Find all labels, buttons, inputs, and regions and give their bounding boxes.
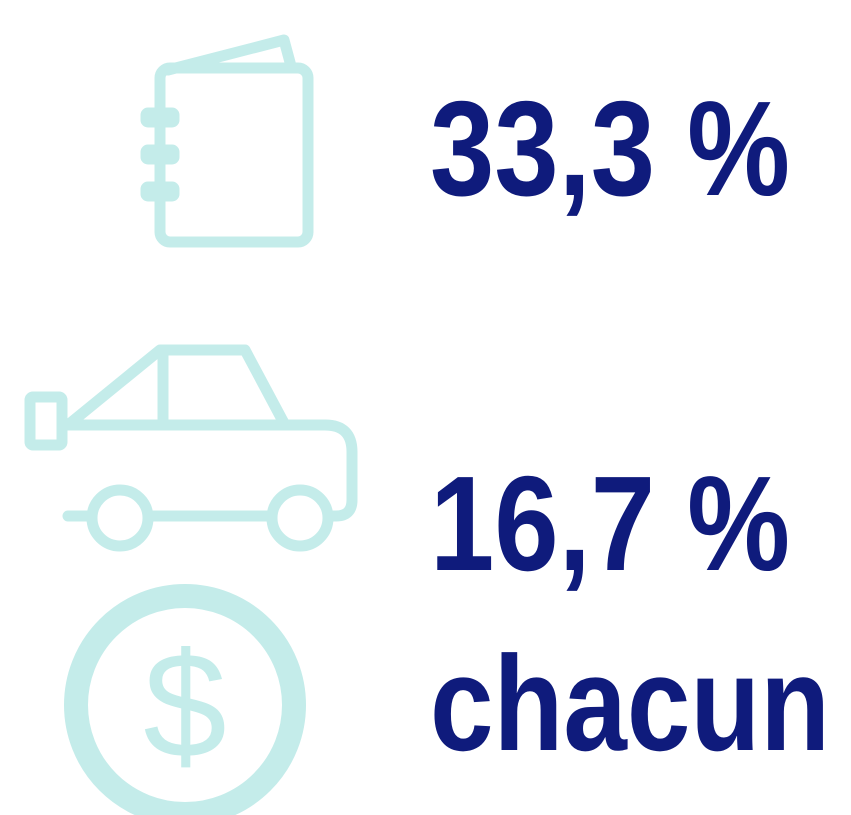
coin-symbol: $ — [143, 621, 226, 789]
share-label: 16,7 % — [430, 448, 790, 599]
coin-icon: $ — [64, 584, 306, 815]
share-note: chacun — [430, 628, 830, 779]
share-label: 33,3 % — [430, 73, 790, 224]
car-icon — [24, 344, 358, 552]
notebook-icon — [140, 34, 314, 248]
